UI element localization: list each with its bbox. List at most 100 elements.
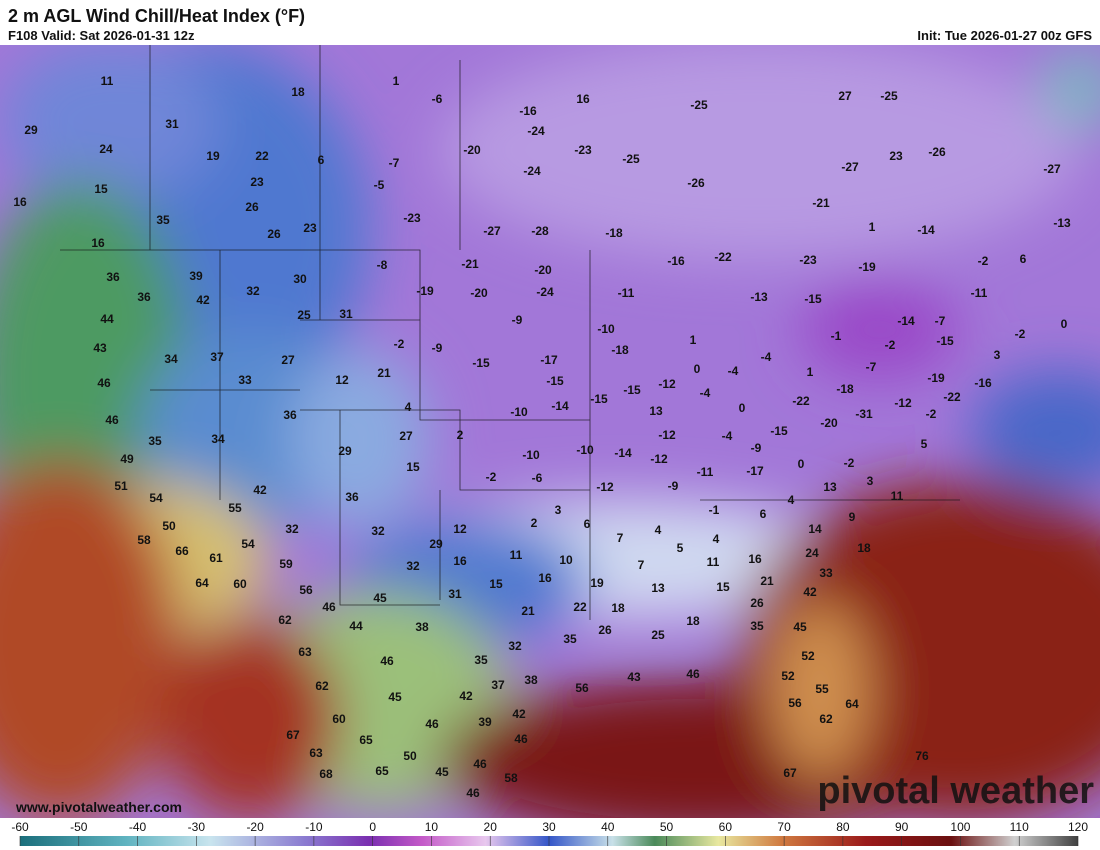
map-value-label: -14 <box>551 399 569 413</box>
map-value-label: -2 <box>1015 327 1026 341</box>
map-value-label: 32 <box>508 639 522 653</box>
map-value-label: 3 <box>867 474 874 488</box>
map-value-label: 9 <box>849 510 856 524</box>
map-value-label: -10 <box>510 405 528 419</box>
map-value-label: 15 <box>94 182 108 196</box>
map-value-label: -20 <box>470 286 488 300</box>
map-value-label: -22 <box>714 250 732 264</box>
map-value-label: 21 <box>521 604 535 618</box>
map-value-label: 13 <box>651 581 665 595</box>
map-value-label: 42 <box>459 689 473 703</box>
map-value-label: 58 <box>137 533 151 547</box>
map-value-label: 27 <box>281 353 295 367</box>
map-value-label: 33 <box>819 566 833 580</box>
map-value-label: 19 <box>590 576 604 590</box>
map-value-label: 19 <box>206 149 220 163</box>
map-value-label: 65 <box>375 764 389 778</box>
map-value-label: 11 <box>707 555 720 569</box>
map-value-label: 46 <box>466 786 480 800</box>
map-value-label: 56 <box>788 696 802 710</box>
map-value-label: 62 <box>819 712 833 726</box>
map-value-label: -20 <box>463 143 481 157</box>
map-value-label: -23 <box>574 143 592 157</box>
map-value-label: 11 <box>891 489 904 503</box>
colorbar-tick-label: 60 <box>719 820 733 834</box>
map-value-label: 39 <box>478 715 492 729</box>
map-value-label: 45 <box>388 690 402 704</box>
map-value-label: -16 <box>519 104 537 118</box>
map-value-label: 52 <box>801 649 815 663</box>
map-value-label: 26 <box>245 200 259 214</box>
map-value-label: 46 <box>425 717 439 731</box>
map-value-label: 60 <box>332 712 346 726</box>
map-value-label: 52 <box>781 669 795 683</box>
map-value-label: 18 <box>291 85 305 99</box>
map-value-label: 37 <box>210 350 224 364</box>
init-time: Init: Tue 2026-01-27 00z GFS <box>917 28 1092 43</box>
map-value-label: -15 <box>546 374 564 388</box>
map-value-label: 26 <box>267 227 281 241</box>
map-value-label: 33 <box>238 373 252 387</box>
map-value-label: -11 <box>971 286 988 300</box>
colorbar-tick-label: -10 <box>305 820 323 834</box>
map-value-label: -14 <box>917 223 935 237</box>
colorbar-tick-label: -50 <box>70 820 88 834</box>
map-value-label: 0 <box>1061 317 1068 331</box>
colorbar-tick-label: -20 <box>246 820 264 834</box>
colorbar-tick-label: 100 <box>950 820 970 834</box>
map-value-label: 18 <box>857 541 871 555</box>
map-value-label: 44 <box>100 312 114 326</box>
map-value-label: 16 <box>748 552 762 566</box>
map-value-label: -1 <box>831 329 842 343</box>
map-value-label: -20 <box>820 416 838 430</box>
map-value-label: 6 <box>584 517 591 531</box>
map-value-label: -15 <box>472 356 490 370</box>
map-value-label: 43 <box>627 670 641 684</box>
map-value-label: 44 <box>349 619 363 633</box>
map-value-label: -9 <box>668 479 679 493</box>
map-value-label: 4 <box>713 532 720 546</box>
map-value-label: 67 <box>783 766 797 780</box>
map-value-label: 18 <box>686 614 700 628</box>
map-value-label: -7 <box>866 360 877 374</box>
map-value-label: 46 <box>686 667 700 681</box>
map-value-label: 45 <box>793 620 807 634</box>
map-value-label: 35 <box>148 434 162 448</box>
map-value-label: -27 <box>1043 162 1061 176</box>
map-value-label: -10 <box>576 443 594 457</box>
map-value-label: -13 <box>1053 216 1071 230</box>
map-value-label: 46 <box>514 732 528 746</box>
map-value-label: 25 <box>297 308 311 322</box>
map-value-label: 68 <box>319 767 333 781</box>
map-value-label: -16 <box>974 376 992 390</box>
map-value-label: -31 <box>855 407 873 421</box>
map-value-label: 23 <box>250 175 264 189</box>
map-value-label: -4 <box>700 386 711 400</box>
colorbar-tick-label: 30 <box>542 820 556 834</box>
map-value-label: -10 <box>522 448 540 462</box>
colorbar-tick-label: 120 <box>1068 820 1088 834</box>
map-value-label: 34 <box>211 432 225 446</box>
map-value-label: 46 <box>97 376 111 390</box>
map-value-label: 65 <box>359 733 373 747</box>
map-value-label: -28 <box>531 224 549 238</box>
map-value-label: 21 <box>760 574 774 588</box>
map-value-label: 63 <box>298 645 312 659</box>
map-value-label: -24 <box>536 285 554 299</box>
map-value-label: 43 <box>93 341 107 355</box>
map-value-label: -7 <box>389 156 400 170</box>
map-value-label: 76 <box>915 749 929 763</box>
map-value-label: -11 <box>618 286 635 300</box>
map-value-label: -25 <box>880 89 898 103</box>
map-value-label: 12 <box>453 522 467 536</box>
map-value-label: 66 <box>175 544 189 558</box>
colorbar-tick-label: -30 <box>188 820 206 834</box>
map-value-label: 38 <box>415 620 429 634</box>
map-value-label: -11 <box>697 465 714 479</box>
map-value-label: -18 <box>605 226 623 240</box>
map-value-label: 0 <box>798 457 805 471</box>
map-value-label: 26 <box>598 623 612 637</box>
watermark: pivotal weather <box>817 770 1094 812</box>
